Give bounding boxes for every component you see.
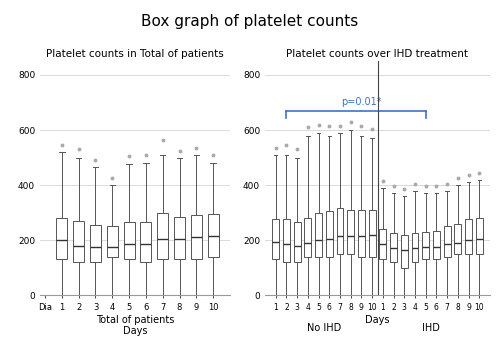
PathPatch shape	[158, 213, 168, 260]
PathPatch shape	[90, 225, 101, 262]
PathPatch shape	[315, 213, 322, 257]
PathPatch shape	[390, 233, 397, 262]
Text: Box graph of platelet counts: Box graph of platelet counts	[142, 14, 358, 30]
PathPatch shape	[304, 218, 312, 257]
PathPatch shape	[140, 222, 151, 262]
PathPatch shape	[283, 220, 290, 262]
Title: Platelet counts over IHD treatment: Platelet counts over IHD treatment	[286, 49, 469, 59]
PathPatch shape	[107, 226, 118, 257]
PathPatch shape	[368, 210, 376, 257]
PathPatch shape	[294, 222, 300, 262]
PathPatch shape	[326, 211, 333, 257]
PathPatch shape	[191, 215, 202, 260]
X-axis label: Total of patients
Days: Total of patients Days	[96, 315, 174, 336]
PathPatch shape	[56, 218, 68, 260]
PathPatch shape	[336, 208, 344, 254]
Text: No IHD: No IHD	[307, 323, 341, 333]
PathPatch shape	[73, 221, 84, 262]
PathPatch shape	[412, 233, 418, 262]
Text: p=0.01*: p=0.01*	[341, 96, 382, 107]
PathPatch shape	[358, 210, 365, 257]
PathPatch shape	[465, 220, 472, 254]
PathPatch shape	[476, 218, 483, 254]
PathPatch shape	[208, 214, 218, 257]
PathPatch shape	[124, 222, 134, 260]
PathPatch shape	[422, 232, 429, 260]
PathPatch shape	[174, 217, 185, 260]
PathPatch shape	[380, 229, 386, 260]
X-axis label: Days: Days	[365, 315, 390, 325]
Text: IHD: IHD	[422, 323, 440, 333]
PathPatch shape	[444, 226, 450, 257]
PathPatch shape	[401, 235, 408, 268]
PathPatch shape	[454, 224, 462, 254]
PathPatch shape	[347, 210, 354, 254]
Title: Platelet counts in Total of patients: Platelet counts in Total of patients	[46, 49, 224, 59]
PathPatch shape	[433, 230, 440, 260]
PathPatch shape	[272, 220, 279, 260]
